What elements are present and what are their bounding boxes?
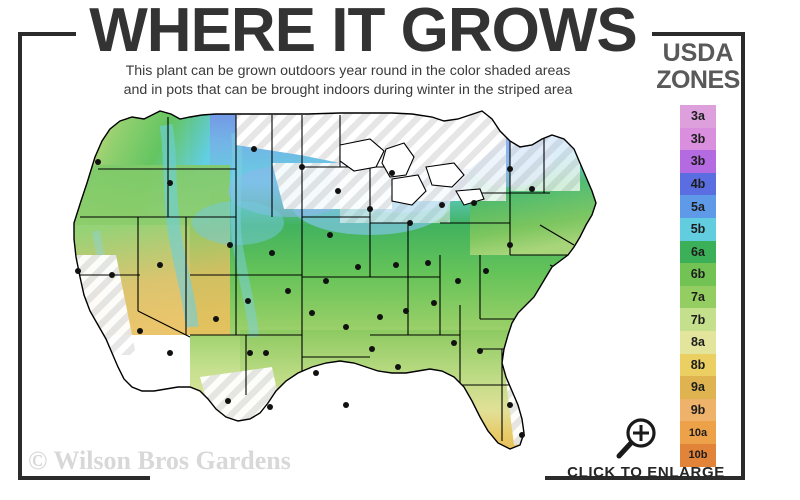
frame-top-right-border bbox=[652, 32, 745, 36]
legend-swatch-3a-0: 3a bbox=[680, 105, 716, 128]
subtitle-line-2: and in pots that can be brought indoors … bbox=[123, 82, 573, 98]
usda-zones-legend: USDA ZONES 3a 3b 3b 4b 5a 5b 6a 6b 7a 7b 8a 8b 9a 9b 1… bbox=[652, 40, 744, 467]
legend-swatch-8a-10: 8a bbox=[680, 330, 716, 354]
watermark: © Wilson Bros Gardens bbox=[28, 446, 291, 475]
great-lakes bbox=[339, 138, 485, 206]
country-outline bbox=[73, 110, 597, 450]
usda-zone-map[interactable] bbox=[40, 105, 640, 460]
magnifier-plus-icon[interactable] bbox=[614, 416, 660, 462]
legend-title-line-1: USDA bbox=[662, 39, 734, 67]
click-to-enlarge-label[interactable]: CLICK TO ENLARGE bbox=[567, 464, 725, 481]
legend-swatch-10b-15: 10b bbox=[680, 443, 716, 467]
legend-swatch-7b-9: 7b bbox=[680, 308, 716, 331]
legend-swatch-6a-6: 6a bbox=[680, 240, 716, 264]
legend-swatch-3b-2: 3b bbox=[680, 150, 716, 173]
legend-swatch-10a-14: 10a bbox=[680, 421, 716, 444]
legend-title: USDA ZONES bbox=[652, 40, 744, 94]
legend-swatch-9a-12: 9a bbox=[680, 376, 716, 399]
legend-swatch-5b-5: 5b bbox=[680, 217, 716, 241]
frame-bottom-left-border bbox=[18, 476, 150, 480]
legend-swatch-4b-3: 4b bbox=[680, 172, 716, 196]
legend-swatch-7a-8: 7a bbox=[680, 285, 716, 309]
page-title: WHERE IT GROWS bbox=[89, 0, 637, 65]
page-subtitle: This plant can be grown outdoors year ro… bbox=[48, 62, 648, 100]
legend-title-line-2: ZONES bbox=[656, 66, 740, 94]
legend-swatch-list: 3a 3b 3b 4b 5a 5b 6a 6b 7a 7b 8a 8b 9a 9b 10a 10b bbox=[680, 105, 716, 467]
legend-swatch-9b-13: 9b bbox=[680, 398, 716, 422]
frame-bottom-right-border bbox=[545, 476, 745, 480]
legend-swatch-5a-4: 5a bbox=[680, 195, 716, 218]
frame-left-border bbox=[18, 32, 22, 480]
frame-right-border bbox=[741, 32, 745, 480]
legend-swatch-3b-1: 3b bbox=[680, 127, 716, 151]
subtitle-line-1: This plant can be grown outdoors year ro… bbox=[125, 63, 571, 79]
legend-swatch-8b-11: 8b bbox=[680, 353, 716, 377]
city-markers bbox=[75, 146, 535, 438]
legend-swatch-6b-7: 6b bbox=[680, 263, 716, 286]
map-svg[interactable] bbox=[40, 105, 640, 460]
frame-top-left-border bbox=[18, 32, 76, 36]
